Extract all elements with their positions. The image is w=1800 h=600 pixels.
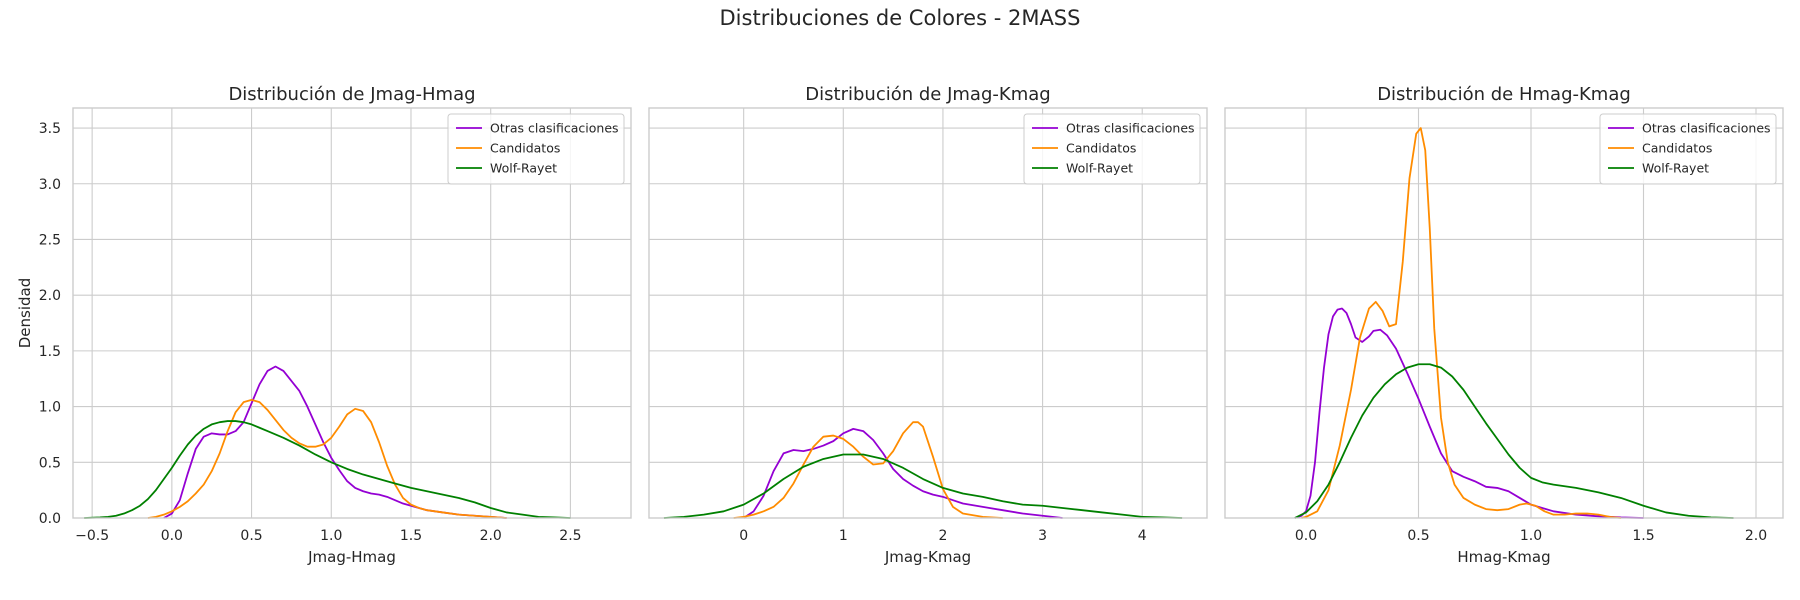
legend-label: Wolf-Rayet (490, 161, 557, 176)
x-tick-label: 2 (938, 528, 947, 544)
series-line-candidatos (1301, 127, 1622, 519)
x-tick-label: 0.5 (240, 528, 262, 544)
y-axis-label: Densidad (16, 278, 34, 349)
series-line-wolf-rayet (84, 420, 571, 519)
x-tick-label: −0.5 (75, 528, 109, 544)
axes-frame (72, 107, 632, 519)
y-tick-label: 2.0 (39, 288, 61, 304)
y-tick-label: 1.0 (39, 400, 61, 416)
legend-label: Wolf-Rayet (1066, 161, 1133, 176)
y-tick-label: 2.5 (39, 232, 61, 248)
x-tick-label: 2.5 (559, 528, 581, 544)
y-tick-label: 1.5 (39, 344, 61, 360)
subplot-title: Distribución de Jmag-Kmag (805, 84, 1050, 105)
legend-label: Otras clasificaciones (1066, 121, 1195, 136)
x-tick-label: 1.0 (1520, 528, 1542, 544)
x-tick-label: 1.5 (400, 528, 422, 544)
x-axis-label: Jmag-Hmag (307, 548, 396, 566)
y-tick-label: 0.5 (39, 455, 61, 471)
x-tick-label: 2.0 (1745, 528, 1767, 544)
legend-label: Candidatos (490, 141, 560, 156)
x-tick-label: 0.0 (161, 528, 183, 544)
x-tick-label: 1 (839, 528, 848, 544)
x-tick-label: 3 (1038, 528, 1047, 544)
legend-label: Otras clasificaciones (1642, 121, 1771, 136)
y-tick-label: 3.0 (39, 177, 61, 193)
y-tick-label: 0.0 (39, 511, 61, 527)
series-line-candidatos (733, 421, 1003, 519)
subplot-hmag-kmag: 0.0 0.5 1.0 1.5 2.0 Hmag-Kmag Distribución de … (1224, 84, 1784, 566)
legend-box (1599, 113, 1777, 185)
x-tick-label: 4 (1138, 528, 1147, 544)
legend-label: Candidatos (1642, 141, 1712, 156)
x-tick-label: 0.5 (1407, 528, 1429, 544)
series-line-otras-clasificaciones (743, 427, 1063, 519)
legend-box (1023, 113, 1201, 185)
x-axis-label: Hmag-Kmag (1457, 548, 1550, 566)
x-tick-label: 1.5 (1632, 528, 1654, 544)
subplot-title: Distribución de Hmag-Kmag (1377, 84, 1631, 105)
legend-label: Wolf-Rayet (1642, 161, 1709, 176)
series-line-candidatos (147, 399, 507, 519)
subplot-jmag-hmag: −0.5 0.0 0.5 1.0 1.5 2.0 2.5 0.0 0.5 1.0 1.5 2.0 2.5… (16, 84, 632, 566)
series-line-wolf-rayet (663, 453, 1183, 519)
axes-frame (648, 107, 1208, 519)
x-tick-label: 1.0 (320, 528, 342, 544)
legend-label: Candidatos (1066, 141, 1136, 156)
legend-label: Otras clasificaciones (490, 121, 619, 136)
subplot-title: Distribución de Jmag-Hmag (228, 84, 475, 105)
y-tick-label: 3.5 (39, 121, 61, 137)
series-line-wolf-rayet (1294, 363, 1734, 519)
x-tick-label: 2.0 (480, 528, 502, 544)
figure-title: Distribuciones de Colores - 2MASS (719, 6, 1081, 30)
x-tick-label: 0.0 (1295, 528, 1317, 544)
subplot-jmag-kmag: 0 1 2 3 4 Jmag-Kmag Distribución de Jmag-Kmag O… (648, 84, 1208, 566)
legend-box (447, 113, 625, 185)
axes-frame (1224, 107, 1784, 519)
x-axis-label: Jmag-Kmag (884, 548, 971, 566)
x-tick-label: 0 (739, 528, 748, 544)
